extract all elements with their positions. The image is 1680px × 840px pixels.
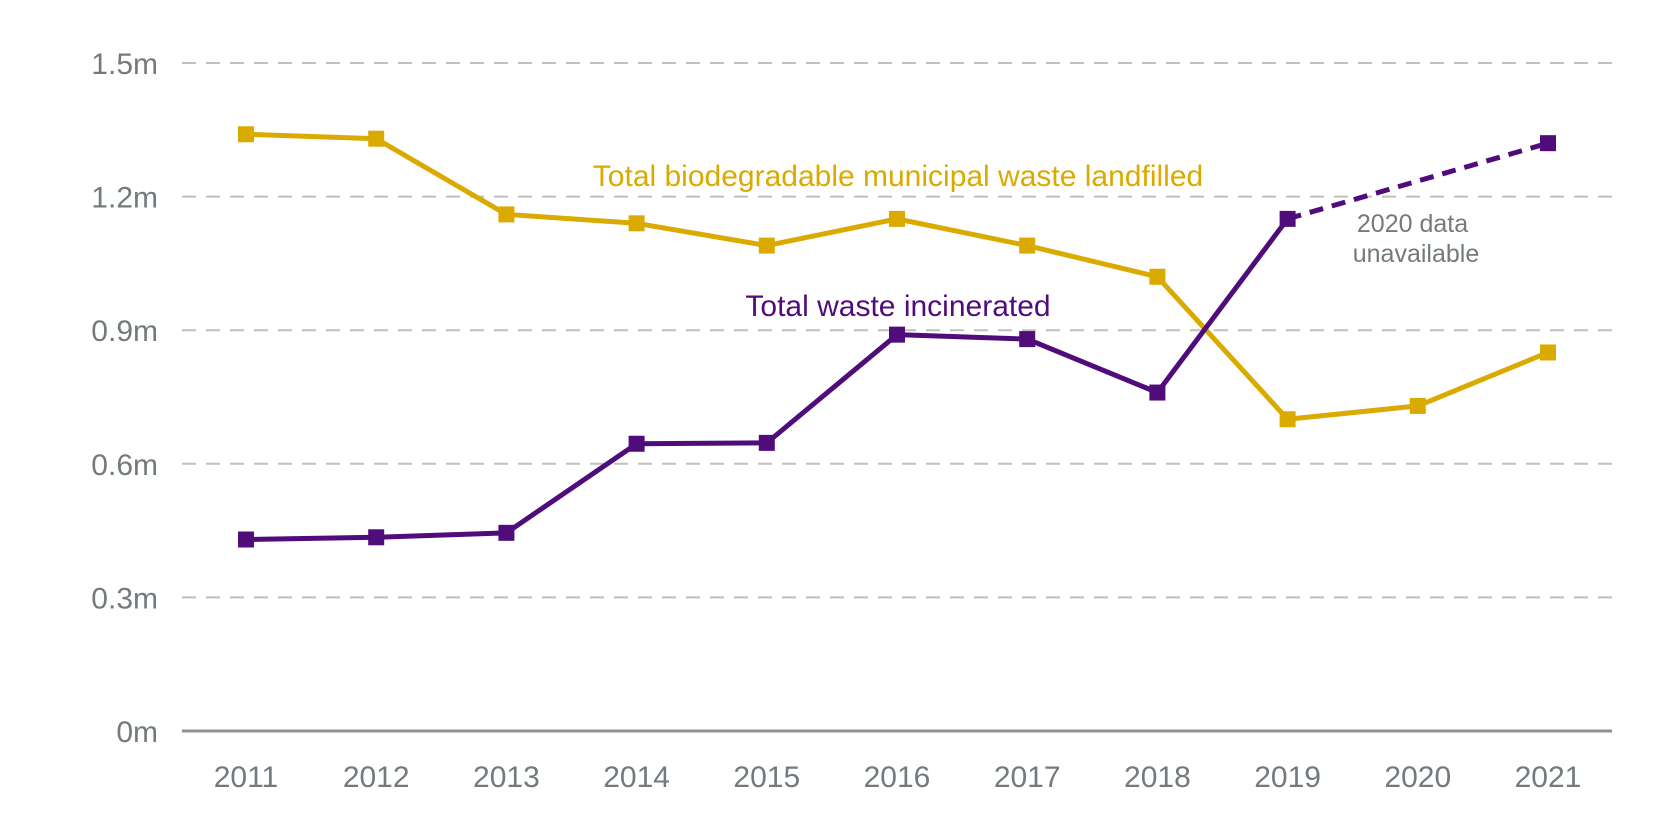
series-incinerated-dashed-segment xyxy=(1286,140,1549,222)
series-lines xyxy=(245,131,1549,543)
x-tick-label: 2015 xyxy=(733,761,800,794)
y-tick-label: 0.9m xyxy=(91,315,158,348)
marker-incinerated xyxy=(498,524,515,541)
x-tick-label: 2017 xyxy=(994,761,1061,794)
y-axis-tick-labels: 0m 0.3m 0.6m 0.9m 1.2m 1.5m xyxy=(91,48,158,749)
marker-landfilled xyxy=(628,215,645,232)
series-incinerated-segment xyxy=(376,530,507,540)
series-landfilled-segment xyxy=(374,136,508,217)
x-axis-tick-labels: 2011 2012 2013 2014 2015 2016 2017 2018 2019 2020… xyxy=(214,761,1582,794)
marker-incinerated xyxy=(758,434,775,451)
marker-incinerated xyxy=(1149,384,1166,401)
series-incinerated-segment xyxy=(636,440,767,447)
annotation-2020-unavailable: 2020 data unavailable xyxy=(1353,210,1480,268)
marker-incinerated xyxy=(628,435,645,452)
marker-incinerated xyxy=(238,531,254,548)
x-tick-label: 2020 xyxy=(1384,761,1451,794)
marker-landfilled xyxy=(1409,397,1426,414)
x-tick-label: 2013 xyxy=(473,761,540,794)
series-landfilled-segment xyxy=(766,216,898,249)
marker-incinerated xyxy=(1279,210,1296,227)
series-landfilled-segment xyxy=(896,216,1028,249)
x-tick-label: 2018 xyxy=(1124,761,1191,794)
marker-incinerated xyxy=(368,529,385,546)
marker-landfilled xyxy=(368,130,385,147)
x-tick-label: 2021 xyxy=(1515,761,1582,794)
annotation-line-1: 2020 data xyxy=(1357,210,1468,238)
marker-landfilled xyxy=(1149,268,1166,285)
marker-incinerated xyxy=(1019,331,1036,348)
series-incinerated-segment xyxy=(765,332,899,445)
y-tick-label: 0.3m xyxy=(91,582,158,615)
series-landfilled-segment xyxy=(1155,275,1290,421)
y-tick-label: 1.2m xyxy=(91,182,158,215)
series-landfilled-segment xyxy=(1416,350,1549,409)
series-incinerated-segment xyxy=(896,332,1028,342)
marker-landfilled xyxy=(889,210,905,227)
series-incinerated-segment xyxy=(245,534,377,543)
marker-landfilled xyxy=(1540,344,1556,361)
x-tick-label: 2014 xyxy=(603,761,670,794)
series-landfilled-segment xyxy=(636,220,768,249)
marker-landfilled xyxy=(238,126,254,143)
marker-landfilled xyxy=(1019,237,1036,254)
series-landfilled-segment xyxy=(1287,403,1419,422)
marker-landfilled xyxy=(1279,411,1296,428)
series-incinerated-segment xyxy=(1026,336,1159,395)
series-landfilled-segment xyxy=(1026,243,1158,280)
y-tick-label: 1.5m xyxy=(91,48,158,81)
series-incinerated-segment xyxy=(504,441,639,535)
y-tick-label: 0.6m xyxy=(91,449,158,482)
x-tick-label: 2019 xyxy=(1254,761,1321,794)
series-label-landfilled: Total biodegradable municipal waste land… xyxy=(593,160,1203,193)
marker-landfilled xyxy=(498,206,515,223)
y-tick-label: 0m xyxy=(116,716,158,749)
series-incinerated-segment xyxy=(1155,217,1290,395)
annotation-line-2: unavailable xyxy=(1353,240,1480,268)
x-tick-label: 2011 xyxy=(214,761,279,794)
x-tick-label: 2012 xyxy=(343,761,410,794)
series-markers xyxy=(238,126,1556,548)
series-label-incinerated: Total waste incinerated xyxy=(745,290,1050,323)
marker-incinerated xyxy=(1540,135,1556,152)
x-tick-label: 2016 xyxy=(864,761,931,794)
series-landfilled-segment xyxy=(245,131,377,142)
series-landfilled-segment xyxy=(506,211,637,226)
marker-landfilled xyxy=(758,237,775,254)
marker-incinerated xyxy=(889,326,905,343)
